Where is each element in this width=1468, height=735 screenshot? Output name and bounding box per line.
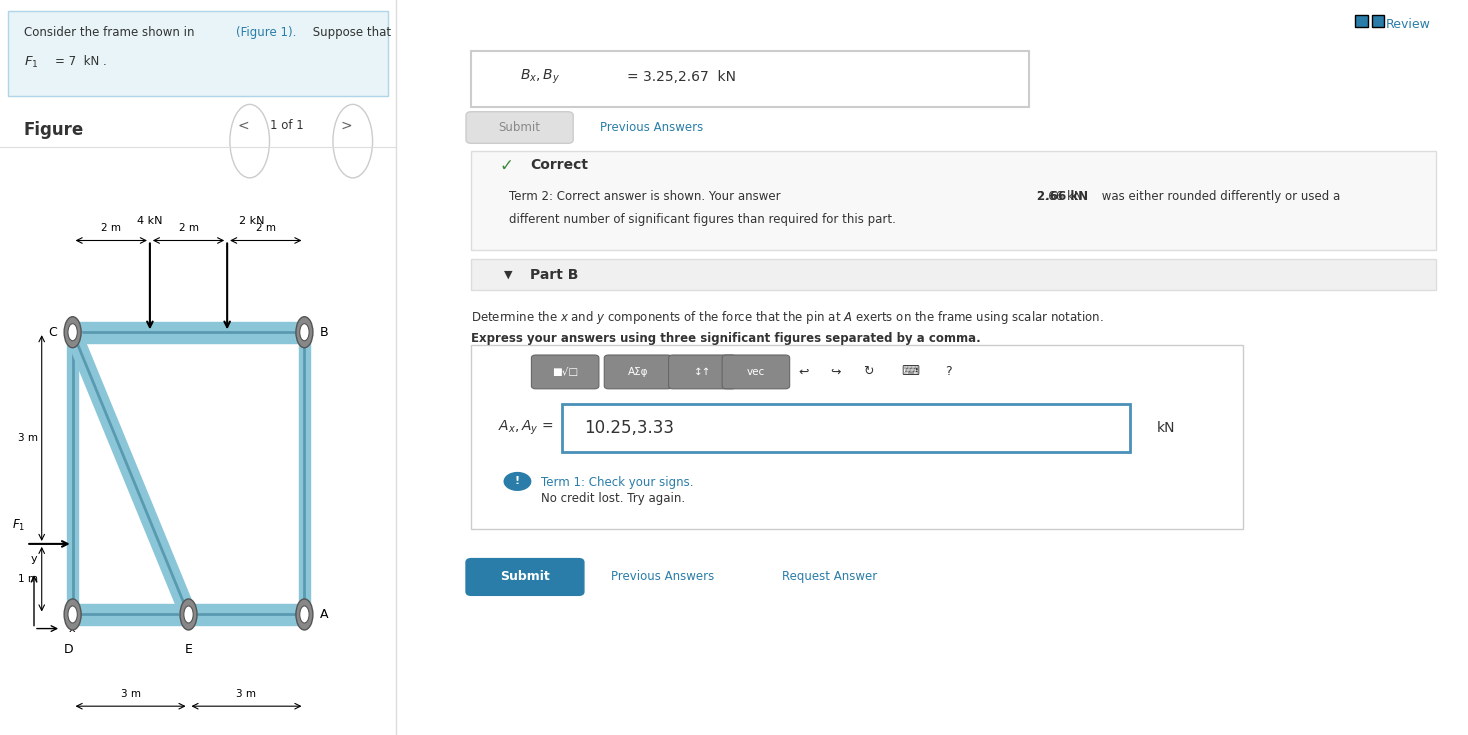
Text: ⌨: ⌨ — [901, 365, 920, 379]
Circle shape — [297, 317, 313, 348]
Text: 2 m: 2 m — [255, 223, 276, 234]
FancyBboxPatch shape — [668, 355, 735, 389]
Text: Term 1: Check your signs.: Term 1: Check your signs. — [542, 476, 693, 489]
Text: Previous Answers: Previous Answers — [611, 570, 713, 584]
Text: Determine the $x$ and $y$ components of the force that the pin at $A$ exerts on : Determine the $x$ and $y$ components of … — [471, 309, 1104, 326]
Text: 4 kN: 4 kN — [137, 216, 163, 226]
Circle shape — [181, 599, 197, 630]
Text: E: E — [185, 642, 192, 656]
Text: C: C — [48, 326, 57, 339]
FancyBboxPatch shape — [605, 355, 672, 389]
FancyBboxPatch shape — [471, 345, 1243, 529]
Circle shape — [184, 606, 194, 623]
Text: (Figure 1).: (Figure 1). — [236, 26, 297, 39]
Circle shape — [297, 599, 313, 630]
Text: ↻: ↻ — [863, 365, 873, 379]
Text: Consider the frame shown in: Consider the frame shown in — [23, 26, 198, 39]
Polygon shape — [68, 604, 310, 625]
FancyBboxPatch shape — [465, 112, 573, 143]
Text: 3 m: 3 m — [236, 689, 257, 699]
Text: ✓: ✓ — [499, 157, 514, 174]
Text: A: A — [320, 608, 329, 621]
Text: kN: kN — [1157, 420, 1176, 435]
FancyBboxPatch shape — [7, 11, 389, 96]
Text: 3 m: 3 m — [18, 433, 38, 443]
Text: 2 m: 2 m — [179, 223, 198, 234]
Text: No credit lost. Try again.: No credit lost. Try again. — [542, 492, 686, 506]
Text: x: x — [69, 623, 75, 634]
Text: Express your answers using three significant figures separated by a comma.: Express your answers using three signifi… — [471, 332, 981, 345]
Text: !: ! — [515, 476, 520, 487]
Text: >: > — [341, 119, 352, 133]
Text: different number of significant figures than required for this part.: different number of significant figures … — [509, 213, 895, 226]
FancyBboxPatch shape — [531, 355, 599, 389]
Polygon shape — [68, 325, 194, 622]
Text: $F_1$: $F_1$ — [12, 518, 25, 534]
Text: ↩: ↩ — [799, 365, 809, 379]
Circle shape — [68, 323, 78, 341]
Text: Review: Review — [1386, 18, 1430, 32]
Circle shape — [68, 606, 78, 623]
Text: 2.66 kN: 2.66 kN — [1038, 190, 1088, 203]
Circle shape — [65, 599, 81, 630]
FancyBboxPatch shape — [722, 355, 790, 389]
Text: Submit: Submit — [501, 570, 550, 584]
Circle shape — [504, 472, 531, 491]
Text: D: D — [65, 642, 73, 656]
Text: <: < — [238, 119, 250, 133]
FancyBboxPatch shape — [465, 559, 584, 595]
FancyBboxPatch shape — [471, 259, 1436, 290]
Circle shape — [230, 104, 270, 178]
Circle shape — [65, 317, 81, 348]
Text: Part B: Part B — [530, 268, 578, 282]
Text: = 7  kN .: = 7 kN . — [56, 55, 107, 68]
Text: vec: vec — [747, 367, 765, 377]
Text: 2.66 kN: 2.66 kN — [1038, 190, 1083, 203]
FancyBboxPatch shape — [471, 51, 1029, 107]
Text: 2 kN: 2 kN — [239, 216, 264, 226]
Text: Suppose that: Suppose that — [310, 26, 392, 39]
Text: B: B — [320, 326, 329, 339]
FancyBboxPatch shape — [471, 151, 1436, 250]
Text: Term 2: Correct answer is shown. Your answer: Term 2: Correct answer is shown. Your an… — [509, 190, 784, 203]
Text: 1 of 1: 1 of 1 — [270, 119, 304, 132]
Text: was either rounded differently or used a: was either rounded differently or used a — [1098, 190, 1340, 203]
Text: $A_x, A_y$ =: $A_x, A_y$ = — [498, 419, 553, 437]
Text: ↪: ↪ — [831, 365, 841, 379]
Text: Correct: Correct — [530, 158, 589, 173]
FancyBboxPatch shape — [562, 404, 1130, 452]
Text: 1 m: 1 m — [18, 574, 38, 584]
Text: ■√□: ■√□ — [552, 367, 578, 377]
FancyBboxPatch shape — [1371, 15, 1384, 27]
Text: ΑΣφ: ΑΣφ — [628, 367, 649, 377]
Text: ?: ? — [945, 365, 951, 379]
Polygon shape — [68, 322, 310, 343]
Polygon shape — [298, 332, 310, 614]
Text: ▼: ▼ — [504, 270, 512, 280]
Circle shape — [299, 323, 310, 341]
Text: Request Answer: Request Answer — [782, 570, 878, 584]
Text: Submit: Submit — [499, 121, 540, 134]
Text: Figure: Figure — [23, 121, 84, 139]
FancyBboxPatch shape — [1355, 15, 1368, 27]
Circle shape — [333, 104, 373, 178]
Text: y: y — [31, 553, 37, 564]
Text: Previous Answers: Previous Answers — [600, 121, 703, 134]
Circle shape — [299, 606, 310, 623]
Text: $F_1$: $F_1$ — [23, 55, 38, 71]
Text: 3 m: 3 m — [120, 689, 141, 699]
Text: = 3.25,2.67  kN: = 3.25,2.67 kN — [627, 70, 735, 85]
Text: 10.25,3.33: 10.25,3.33 — [584, 419, 674, 437]
Text: ↕↑: ↕↑ — [693, 367, 711, 377]
Polygon shape — [68, 332, 78, 614]
Text: 2 m: 2 m — [101, 223, 122, 234]
Text: $B_x, B_y$: $B_x, B_y$ — [520, 68, 559, 86]
